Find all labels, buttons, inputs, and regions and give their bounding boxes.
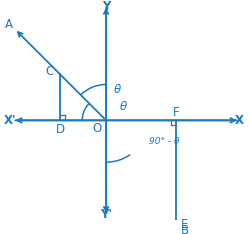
Text: θ: θ [120,100,127,113]
Text: 90° - θ: 90° - θ [149,137,180,146]
Text: D: D [56,123,65,136]
Text: Y': Y' [100,208,112,220]
Text: E: E [181,218,188,231]
Text: X': X' [4,114,17,127]
Text: C: C [45,65,54,78]
Text: θ: θ [114,83,121,96]
Text: Y: Y [102,0,110,13]
Text: X: X [235,114,244,127]
Text: F: F [173,106,179,119]
Text: B: B [181,224,189,234]
Text: A: A [4,18,12,31]
Text: O: O [93,122,102,135]
